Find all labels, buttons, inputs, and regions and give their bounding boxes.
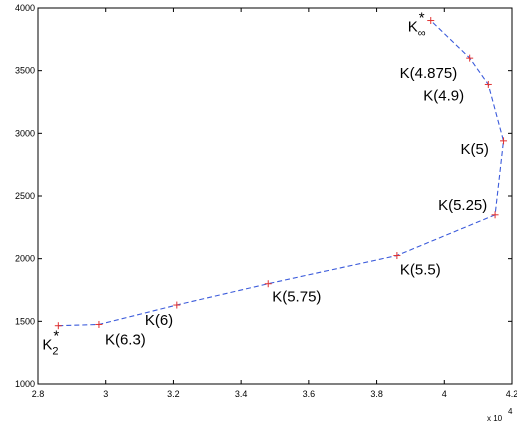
y-tick-label: 1500 (15, 316, 35, 326)
data-point-marker (491, 211, 499, 219)
x-multiplier-label: x 10 (487, 414, 503, 423)
x-tick-label: 3 (103, 389, 108, 399)
y-tick-label: 4000 (15, 3, 35, 13)
y-tick-label: 3000 (15, 128, 35, 138)
point-label-superscript: * (419, 10, 425, 27)
data-point-marker (264, 280, 272, 288)
y-tick-label: 2500 (15, 191, 35, 201)
point-label: K(5.5) (400, 262, 441, 279)
point-label: K(6) (145, 312, 173, 329)
data-point-marker (466, 54, 474, 62)
axis-ticks: 2.8 3 3.2 3.4 3.6 3.8 4 4.2 1000 1500 2000 2500 3000… (15, 3, 517, 399)
x-tick-label: 3.2 (167, 389, 180, 399)
point-label: K(5.75) (272, 289, 321, 306)
data-point-marker (54, 322, 62, 330)
point-labels: K2* K(6.3)K(6)K(5.75)K(5.5)K(5.25)K(5)K(4… (42, 10, 489, 358)
data-point-marker (500, 137, 508, 145)
x-tick-label: 2.8 (32, 389, 45, 399)
y-tick-label: 3500 (15, 66, 35, 76)
point-label-superscript: * (53, 328, 59, 345)
data-point-marker (484, 80, 492, 88)
plot-area (37, 7, 513, 385)
data-point-marker (95, 320, 103, 328)
data-point-marker (427, 17, 435, 25)
x-tick-label: 3.8 (370, 389, 383, 399)
data-point-marker (393, 252, 401, 260)
point-label: K(6.3) (105, 331, 146, 348)
data-point-marker (173, 301, 181, 309)
series-group (54, 17, 508, 330)
point-label: K(4.875) (400, 65, 458, 82)
x-tick-label: 4.2 (506, 389, 517, 399)
point-label: K(5) (461, 141, 489, 158)
point-label: K(5.25) (438, 197, 487, 214)
x-multiplier-exponent: 4 (508, 407, 513, 416)
x-tick-label: 3.6 (303, 389, 316, 399)
series-line (58, 20, 505, 327)
x-tick-label: 4 (442, 389, 447, 399)
point-label: K(4.9) (423, 87, 464, 104)
x-tick-label: 3.4 (235, 389, 248, 399)
y-tick-label: 2000 (15, 254, 35, 264)
y-tick-label: 1000 (15, 379, 35, 389)
